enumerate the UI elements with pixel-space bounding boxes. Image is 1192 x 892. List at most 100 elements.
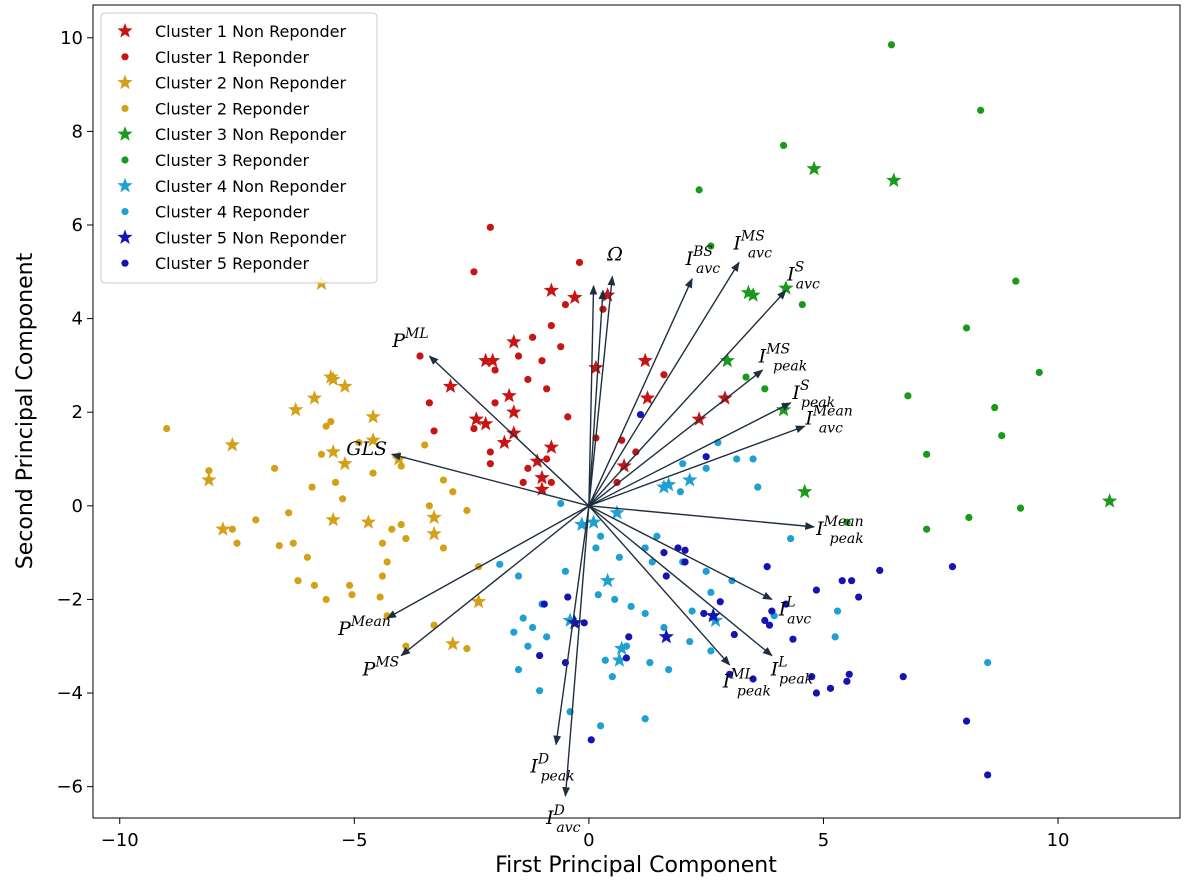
point	[611, 652, 627, 667]
point	[397, 462, 405, 470]
point	[439, 476, 448, 484]
point	[843, 518, 851, 526]
x-tick-label: 5	[818, 830, 829, 851]
label-sup: D	[537, 751, 549, 767]
point	[346, 581, 354, 589]
label-base: I	[722, 670, 731, 692]
point	[660, 371, 668, 379]
label-base: GLS	[346, 438, 387, 460]
point	[402, 642, 410, 650]
loading-label: PMean	[337, 614, 391, 640]
y-tick-label: 0	[72, 496, 83, 517]
point	[740, 284, 756, 300]
point	[742, 373, 750, 381]
point	[514, 666, 523, 674]
point	[557, 343, 565, 351]
loading-arrow	[588, 261, 740, 507]
point	[471, 593, 487, 609]
plot-frame	[92, 4, 1181, 819]
point	[528, 333, 537, 341]
point	[383, 558, 391, 566]
point	[337, 455, 353, 471]
point	[984, 659, 992, 667]
label-sub: peak	[779, 672, 813, 688]
point	[763, 563, 771, 571]
point	[528, 623, 537, 632]
point	[306, 390, 322, 405]
point	[646, 659, 654, 667]
point	[754, 483, 762, 491]
loading-arrow	[588, 275, 616, 506]
point	[887, 41, 896, 49]
point	[491, 366, 499, 374]
point	[637, 352, 653, 368]
legend-label: Cluster 4 Non Reponder	[155, 177, 346, 196]
point	[524, 642, 532, 650]
point	[506, 404, 522, 419]
point	[201, 472, 217, 487]
label-base: P	[337, 618, 352, 640]
point	[965, 513, 973, 522]
loading-label: IBS avc	[685, 244, 721, 277]
point	[561, 300, 570, 309]
point	[749, 675, 757, 683]
loading-label: IL avc	[778, 594, 812, 627]
point	[658, 628, 674, 644]
legend-label: Cluster 5 Non Reponder	[155, 228, 346, 247]
point	[468, 411, 484, 426]
point	[656, 479, 672, 494]
label-base: I	[770, 659, 779, 681]
legend-label: Cluster 3 Non Reponder	[155, 125, 346, 144]
x-tick-label: −5	[341, 830, 368, 851]
point	[547, 322, 555, 330]
legend-label: Cluster 1 Reponder	[155, 48, 309, 67]
point	[923, 450, 931, 458]
point	[728, 577, 736, 585]
point	[348, 591, 356, 599]
loading-arrow	[588, 369, 764, 507]
legend-marker	[117, 74, 133, 90]
loading-label: IL peak	[770, 655, 813, 688]
label-base: I	[786, 263, 795, 285]
point	[270, 464, 279, 472]
point	[285, 509, 293, 517]
label-base: I	[815, 518, 824, 540]
point	[845, 670, 853, 678]
x-tick-label: 0	[583, 830, 594, 851]
point	[700, 609, 708, 618]
point	[470, 268, 478, 276]
point	[622, 642, 631, 650]
legend-marker	[121, 104, 129, 112]
x-tick-label: 10	[1047, 830, 1070, 851]
point	[331, 478, 340, 487]
point	[625, 633, 633, 641]
point	[1102, 493, 1118, 508]
label-sup: MS	[765, 342, 790, 358]
point	[782, 600, 790, 608]
label-base: I	[804, 408, 813, 430]
point	[561, 567, 570, 575]
point	[376, 593, 384, 601]
point	[1035, 368, 1043, 377]
y-tick-label: 10	[60, 28, 83, 49]
legend-marker	[117, 177, 133, 193]
point	[962, 717, 971, 725]
point	[486, 448, 494, 456]
loading-label: ID avc	[545, 803, 581, 836]
point	[463, 644, 471, 653]
loading-label: IMean avc	[804, 404, 853, 437]
label-sup: L	[777, 655, 787, 671]
y-tick-label: 2	[72, 402, 83, 423]
label-sub: peak	[773, 359, 807, 375]
point	[491, 399, 499, 407]
point	[600, 287, 616, 302]
point	[1012, 277, 1020, 285]
point	[486, 460, 494, 468]
loading-arrow	[588, 505, 731, 666]
point	[899, 673, 907, 681]
point	[614, 640, 630, 655]
loading-label: Ω	[606, 244, 623, 266]
label-sub: avc	[796, 276, 820, 292]
label-base: I	[791, 382, 800, 404]
